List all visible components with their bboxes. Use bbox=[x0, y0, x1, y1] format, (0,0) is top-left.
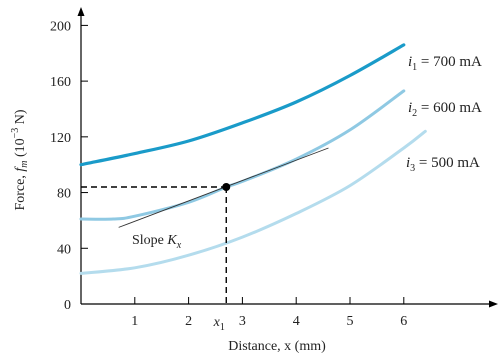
series-line-3 bbox=[79, 129, 427, 275]
x-axis-label: Distance, x (mm) bbox=[228, 339, 326, 354]
x-tick-label-1: 1 bbox=[131, 314, 138, 329]
x-tick-label-6: 6 bbox=[400, 314, 407, 329]
annotation-layer: x1 Slope Kx bbox=[81, 147, 329, 333]
tick-layer: 1 2 3 4 5 6 0 40 80 120 160 200 bbox=[50, 19, 407, 329]
x1-label: x1 bbox=[213, 315, 225, 333]
y-axis-label: Force, fm (10−3 N) bbox=[10, 109, 30, 210]
x-axis-label-text: Distance, x (mm) bbox=[228, 339, 326, 354]
series-line-1 bbox=[79, 43, 406, 167]
series-label-1: i1 = 700 mA bbox=[408, 54, 482, 73]
series-label-3: i3 = 500 mA bbox=[406, 155, 480, 174]
y-tick-label-80: 80 bbox=[57, 187, 71, 202]
slope-label: Slope Kx bbox=[132, 233, 182, 251]
x-tick-label-3: 3 bbox=[239, 314, 246, 329]
y-tick-label-0: 0 bbox=[64, 298, 71, 313]
series-label-2: i2 = 600 mA bbox=[408, 100, 482, 119]
y-tick-label-160: 160 bbox=[50, 75, 71, 90]
series-layer: i1 = 700 mA i2 = 600 mA i3 = 500 mA bbox=[79, 43, 482, 275]
operating-point-marker bbox=[222, 182, 231, 191]
x-tick-label-2: 2 bbox=[185, 314, 192, 329]
y-axis-arrow bbox=[77, 7, 85, 16]
y-tick-label-200: 200 bbox=[50, 19, 71, 34]
y-tick-label-120: 120 bbox=[50, 131, 71, 146]
x-tick-label-4: 4 bbox=[293, 314, 300, 329]
x-axis-arrow bbox=[489, 300, 498, 308]
y-tick-label-40: 40 bbox=[57, 242, 71, 257]
x-tick-label-5: 5 bbox=[347, 314, 354, 329]
svg-text:Force, fm (10−3 N): Force, fm (10−3 N) bbox=[10, 109, 30, 210]
